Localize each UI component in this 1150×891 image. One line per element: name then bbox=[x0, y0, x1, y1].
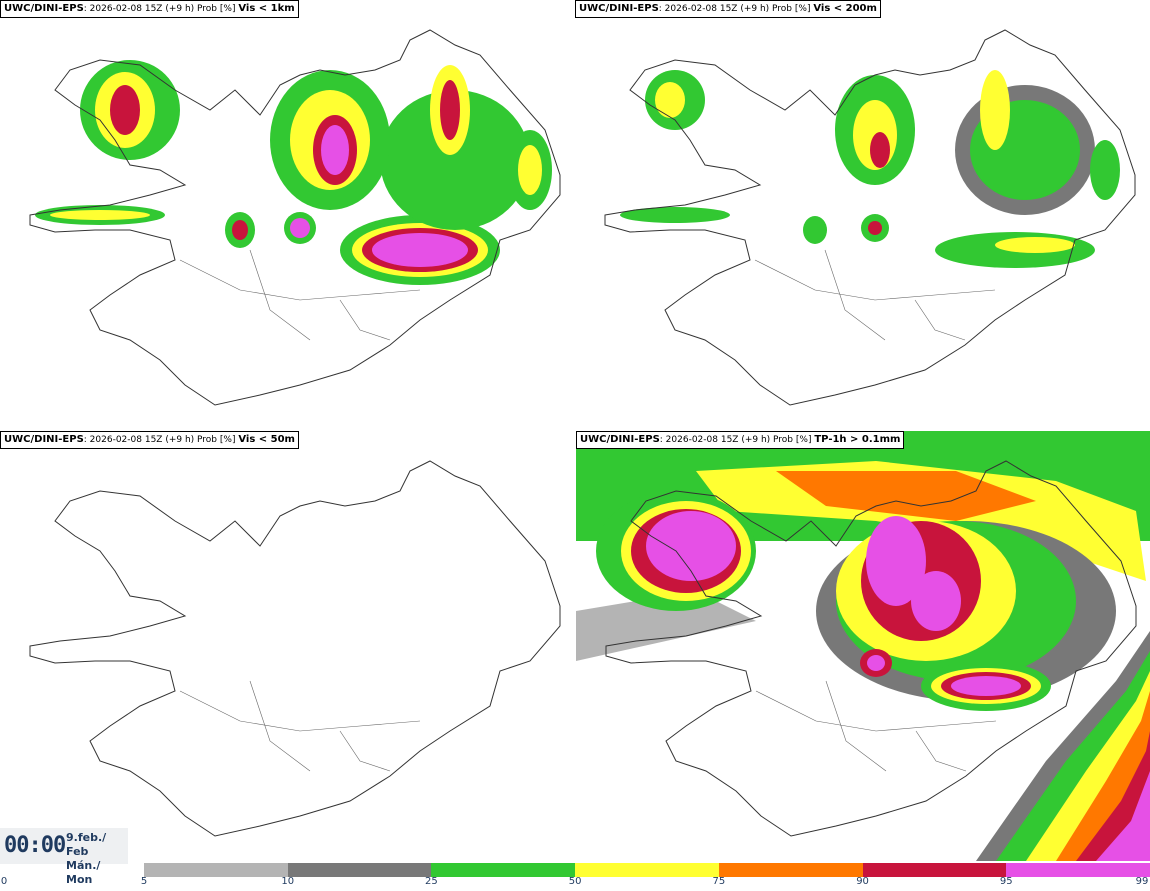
colorbar-tick-label: 25 bbox=[425, 876, 438, 887]
colorbar-segment bbox=[431, 863, 576, 877]
colorbar-tick-label: 99 bbox=[1135, 876, 1149, 887]
colorbar-segment bbox=[862, 863, 1007, 877]
valid-hour: 00:00 bbox=[4, 833, 66, 858]
colorbar-segment bbox=[1006, 863, 1150, 877]
iceland-map bbox=[29, 29, 561, 406]
parameter: TP-1h > 0.1mm bbox=[814, 434, 901, 445]
inland-lines bbox=[755, 680, 997, 772]
iceland-map bbox=[604, 29, 1136, 406]
panel-title: UWC/DINI-EPS: 2026-02-08 15Z (+9 h) Prob… bbox=[0, 431, 299, 449]
colorbar-tick-label: 75 bbox=[712, 876, 726, 887]
run-info: 2026-02-08 15Z (+9 h) Prob [%] bbox=[664, 4, 811, 14]
parameter: Vis < 200m bbox=[813, 3, 877, 14]
panel-title: UWC/DINI-EPS: 2026-02-08 15Z (+9 h) Prob… bbox=[0, 0, 299, 18]
colorbar-ticks: 0 5 10 25 50 75 90 95 99 bbox=[0, 876, 1150, 891]
inland-lines bbox=[754, 249, 996, 341]
inland-lines bbox=[179, 249, 421, 341]
valid-time-box: 00:00 9.feb./ Feb Mán./ Mon bbox=[0, 828, 128, 886]
date-line-1: 9.feb./ Feb bbox=[66, 831, 107, 858]
run-info: 2026-02-08 15Z (+9 h) Prob [%] bbox=[89, 435, 236, 445]
valid-date: 9.feb./ Feb Mán./ Mon bbox=[66, 831, 128, 887]
panel-title: UWC/DINI-EPS: 2026-02-08 15Z (+9 h) Prob… bbox=[576, 431, 905, 449]
prob-fields bbox=[620, 70, 1120, 268]
colorbar-tick-label: 0 bbox=[0, 876, 8, 887]
colorbar-tick-label: 50 bbox=[568, 876, 582, 887]
colorbar-segment bbox=[575, 863, 719, 877]
colorbar-segment bbox=[287, 863, 432, 877]
colorbar-tick-label: 5 bbox=[140, 876, 148, 887]
coastline bbox=[29, 460, 561, 837]
prob-fields bbox=[35, 60, 552, 285]
model-name: UWC/DINI-EPS bbox=[4, 3, 84, 14]
run-info: 2026-02-08 15Z (+9 h) Prob [%] bbox=[665, 435, 812, 445]
iceland-map bbox=[576, 431, 1150, 861]
run-info: 2026-02-08 15Z (+9 h) Prob [%] bbox=[89, 4, 236, 14]
map-panel-tp-1h: UWC/DINI-EPS: 2026-02-08 15Z (+9 h) Prob… bbox=[576, 431, 1150, 861]
map-panel-vis-1km: UWC/DINI-EPS: 2026-02-08 15Z (+9 h) Prob… bbox=[0, 0, 575, 430]
parameter: Vis < 50m bbox=[238, 434, 295, 445]
prob-fields bbox=[576, 431, 1150, 861]
colorbar bbox=[144, 863, 1150, 877]
colorbar-tick-label: 90 bbox=[856, 876, 869, 887]
colorbar-tick-label: 95 bbox=[999, 876, 1013, 887]
map-panel-vis-50m: UWC/DINI-EPS: 2026-02-08 15Z (+9 h) Prob… bbox=[0, 431, 575, 861]
panel-title: UWC/DINI-EPS: 2026-02-08 15Z (+9 h) Prob… bbox=[575, 0, 881, 18]
parameter: Vis < 1km bbox=[238, 3, 295, 14]
map-panel-vis-200m: UWC/DINI-EPS: 2026-02-08 15Z (+9 h) Prob… bbox=[575, 0, 1150, 430]
colorbar-segment bbox=[144, 863, 288, 877]
coastline bbox=[605, 460, 1137, 837]
date-line-2: Mán./ Mon bbox=[66, 859, 101, 886]
colorbar-segment bbox=[718, 863, 863, 877]
model-name: UWC/DINI-EPS bbox=[580, 434, 660, 445]
model-name: UWC/DINI-EPS bbox=[579, 3, 659, 14]
colorbar-tick-label: 10 bbox=[281, 876, 295, 887]
coastline bbox=[604, 29, 1136, 406]
model-name: UWC/DINI-EPS bbox=[4, 434, 84, 445]
iceland-map bbox=[29, 460, 561, 837]
coastline bbox=[29, 29, 561, 406]
inland-lines bbox=[179, 680, 421, 772]
